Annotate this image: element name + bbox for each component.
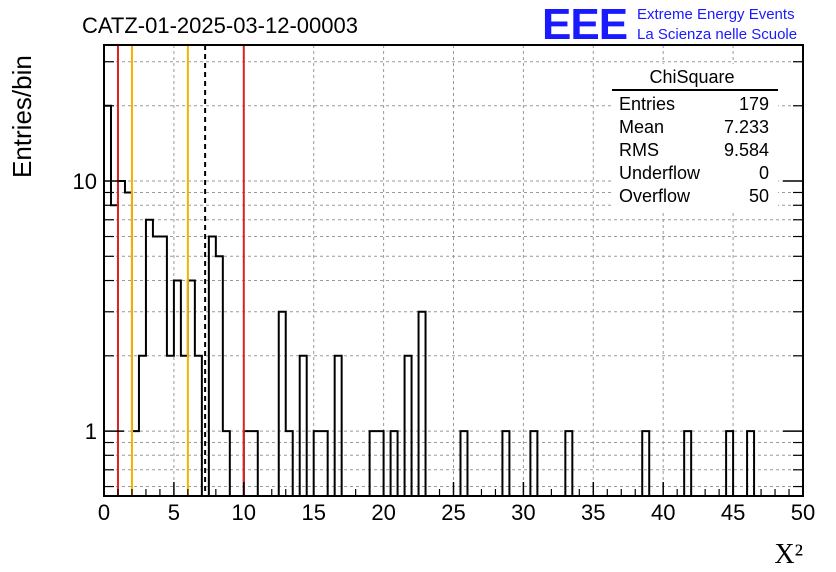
- stats-label: RMS: [619, 140, 659, 160]
- ticks-layer: [103, 61, 804, 496]
- logo-line-1: Extreme Energy Events: [637, 6, 795, 23]
- x-tick-label: 5: [168, 500, 180, 525]
- x-tick-label: 50: [791, 500, 815, 525]
- logo-mark: EEE: [542, 0, 627, 49]
- stats-value: 0: [759, 163, 769, 183]
- x-tick-label: 45: [721, 500, 745, 525]
- x-tick-label: 20: [371, 500, 395, 525]
- stats-name: ChiSquare: [649, 67, 734, 87]
- eee-logo: EEE Extreme Energy Events La Scienza nel…: [542, 0, 797, 49]
- reference-lines-layer: [116, 45, 245, 496]
- stats-label: Underflow: [619, 163, 701, 183]
- stats-rows: Entries 179 Mean 7.233 RMS 9.584 Underflow 0 Ove…: [619, 94, 769, 206]
- y-axis-title: Entries/bin: [7, 55, 37, 178]
- stats-label: Overflow: [619, 186, 691, 206]
- x-tick-label: 15: [301, 500, 325, 525]
- y-tick-label: 1: [85, 419, 97, 444]
- x-axis-title: X²: [774, 539, 803, 570]
- x-tick-label: 10: [232, 500, 256, 525]
- x-tick-label: 25: [441, 500, 465, 525]
- x-tick-labels: 0 5 10 15 20 25 30 35 40 45 50: [98, 500, 815, 525]
- stats-label: Mean: [619, 117, 664, 137]
- x-tick-label: 40: [651, 500, 675, 525]
- stats-value: 7.233: [724, 117, 769, 137]
- x-tick-label: 0: [98, 500, 110, 525]
- stats-value: 50: [749, 186, 769, 206]
- stats-box-background: [612, 64, 778, 212]
- x-tick-label: 30: [511, 500, 535, 525]
- stats-box: ChiSquare Entries 179 Mean 7.233 RMS 9.584 Und…: [612, 64, 778, 212]
- y-tick-label: 10: [73, 169, 97, 194]
- stats-value: 179: [739, 94, 769, 114]
- logo-line-2: La Scienza nelle Scuole: [637, 26, 797, 43]
- chart-title: CATZ-01-2025-03-12-00003: [82, 13, 358, 38]
- x-tick-label: 35: [581, 500, 605, 525]
- stats-label: Entries: [619, 94, 675, 114]
- y-tick-labels: 1 10: [73, 169, 97, 444]
- stats-value: 9.584: [724, 140, 769, 160]
